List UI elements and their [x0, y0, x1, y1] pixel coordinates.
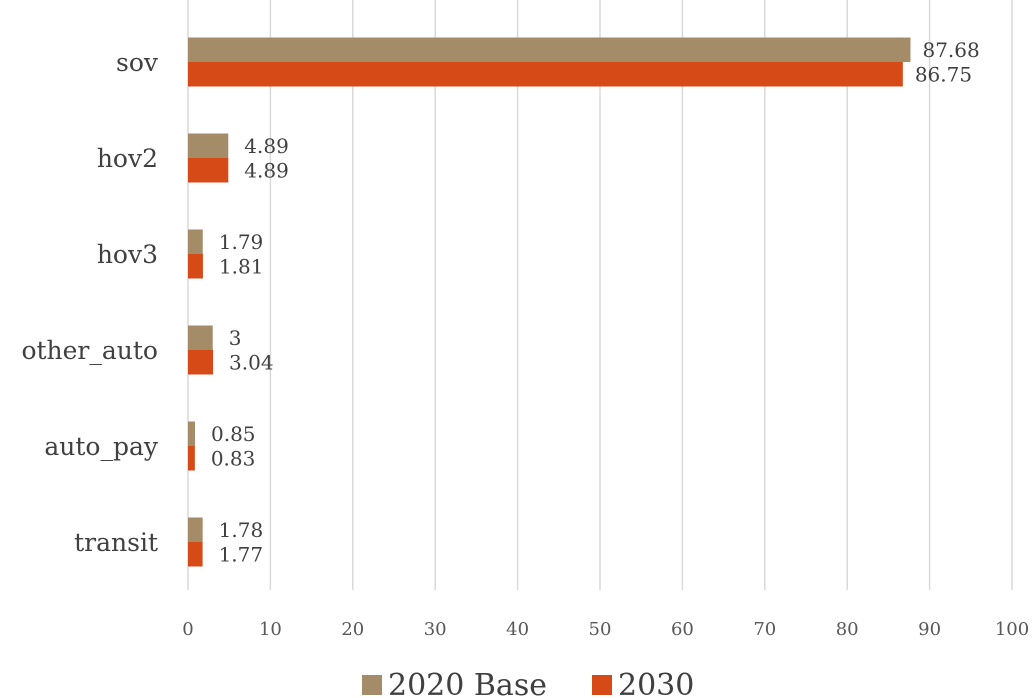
category-label-sov: sov [116, 48, 159, 77]
x-tick-label: 40 [506, 619, 529, 640]
bar-other-auto-2030 [188, 350, 214, 375]
x-tick-label: 60 [671, 619, 694, 640]
x-axis-tick-labels: 0 10 20 30 40 50 60 70 80 90 100 [182, 619, 1029, 640]
data-label: 87.68 [922, 38, 979, 62]
category-label-hov2: hov2 [97, 144, 158, 173]
data-label: 0.85 [211, 422, 256, 446]
legend-swatch-2020-base [362, 675, 382, 695]
legend-label-2030: 2030 [618, 668, 694, 698]
x-tick-label: 0 [182, 619, 193, 640]
bar-hov3-2020-base [188, 229, 203, 254]
category-label-other-auto: other_auto [21, 336, 158, 365]
data-label: 1.81 [219, 254, 264, 278]
bar-transit-2020-base [188, 517, 203, 542]
x-tick-label: 90 [918, 619, 941, 640]
x-tick-label: 30 [424, 619, 447, 640]
data-label: 1.78 [219, 518, 264, 542]
data-label: 4.89 [244, 158, 289, 182]
bar-hov3-2030 [188, 254, 203, 279]
bar-sov-2020-base [188, 37, 911, 62]
x-tick-label: 20 [341, 619, 364, 640]
data-label: 3 [229, 326, 242, 350]
category-label-hov3: hov3 [97, 240, 158, 269]
bar-hov2-2020-base [188, 133, 229, 158]
data-label: 86.75 [915, 62, 972, 86]
x-tick-label: 80 [836, 619, 859, 640]
bars [188, 37, 911, 567]
x-tick-label: 50 [589, 619, 612, 640]
bar-transit-2030 [188, 542, 203, 567]
bar-auto-pay-2030 [188, 446, 195, 471]
category-label-auto-pay: auto_pay [44, 432, 159, 461]
bar-hov2-2030 [188, 158, 229, 183]
legend-label-2020-base: 2020 Base [388, 668, 547, 698]
data-label: 0.83 [211, 446, 256, 470]
legend-swatch-2030 [592, 675, 612, 695]
data-label: 3.04 [229, 350, 274, 374]
bar-auto-pay-2020-base [188, 421, 196, 446]
x-tick-label: 70 [753, 619, 776, 640]
bar-other-auto-2020-base [188, 325, 213, 350]
gridlines [187, 0, 1013, 590]
data-label: 4.89 [244, 134, 289, 158]
category-label-transit: transit [74, 528, 158, 557]
data-label: 1.79 [219, 230, 264, 254]
bar-sov-2030 [188, 62, 903, 87]
x-tick-label: 10 [259, 619, 282, 640]
x-tick-label: 100 [995, 619, 1029, 640]
data-label: 1.77 [219, 542, 264, 566]
legend: 2020 Base 2030 [362, 668, 694, 698]
